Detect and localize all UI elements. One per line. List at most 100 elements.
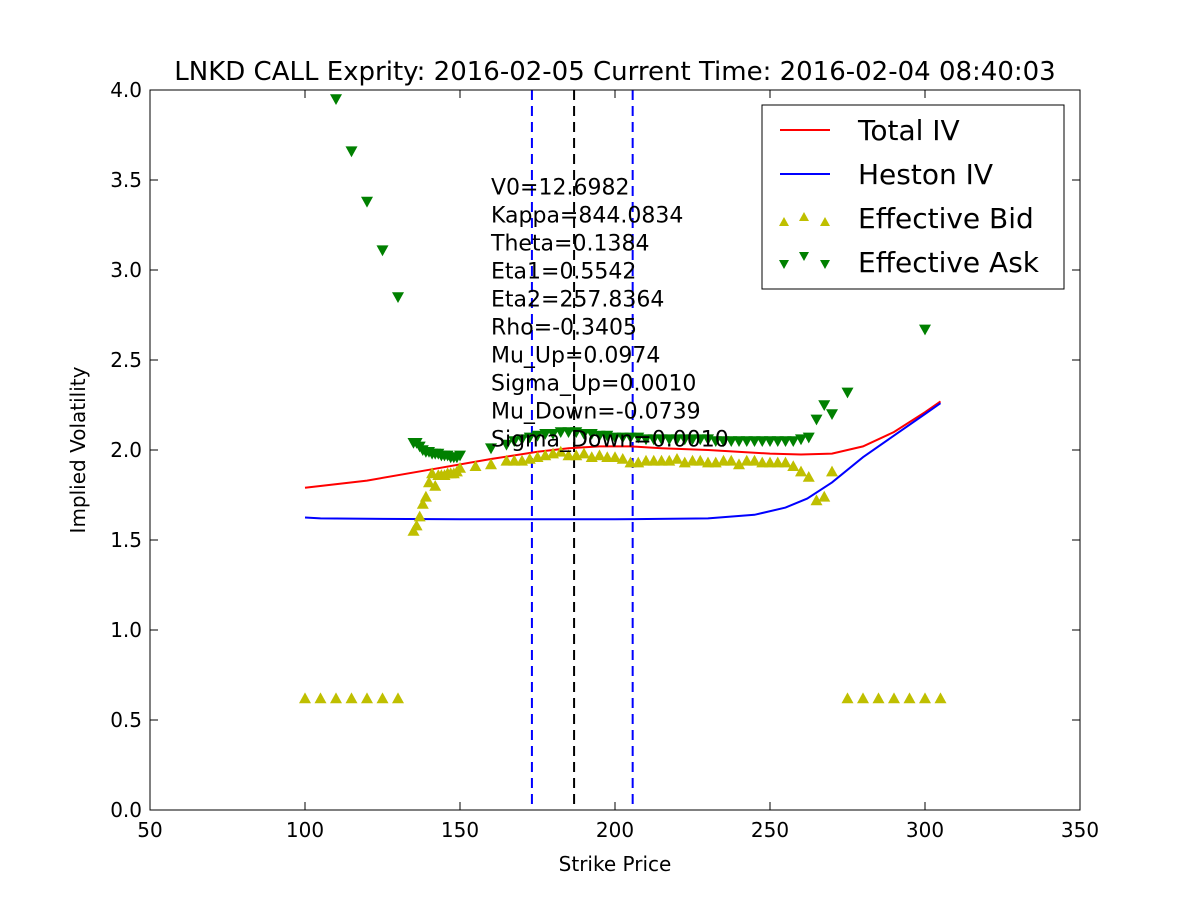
effective-bid-point <box>299 692 311 704</box>
effective-ask-point <box>516 434 528 446</box>
effective-ask-point <box>640 434 652 446</box>
effective-bid-point <box>609 451 621 462</box>
effective-ask-point <box>376 245 389 257</box>
effective-bid-point <box>469 460 482 471</box>
total-iv-line <box>304 400 942 489</box>
effective-bid-point <box>562 449 575 461</box>
effective-bid-point <box>500 454 513 466</box>
effective-ask-point <box>539 429 552 440</box>
effective-bid-point <box>903 692 916 704</box>
effective-bid-point <box>314 692 327 704</box>
effective-bid-point <box>725 454 738 466</box>
y-tick-label: 2.0 <box>110 438 142 462</box>
effective-ask-point <box>694 434 707 446</box>
effective-bid-point <box>413 510 426 522</box>
y-axis-label: Implied Volatility <box>66 366 90 533</box>
effective-ask-point <box>578 429 590 440</box>
x-tick-label: 50 <box>137 818 162 842</box>
effective-bid-point <box>888 692 900 704</box>
effective-bid-point <box>779 456 792 468</box>
effective-ask-point <box>663 434 676 446</box>
y-tick-label: 0.0 <box>110 798 142 822</box>
annotation-line: Eta1=0.5542 <box>491 259 636 284</box>
x-tick-label: 250 <box>751 818 789 842</box>
effective-bid-point <box>764 456 776 468</box>
effective-bid-point <box>826 465 838 477</box>
effective-bid-point <box>485 458 497 470</box>
annotation-line: Kappa=844.0834 <box>491 203 683 228</box>
effective-bid-point <box>655 454 668 466</box>
effective-ask-point <box>593 430 606 442</box>
effective-bid-point <box>578 447 590 459</box>
effective-bid-point <box>593 449 606 461</box>
x-axis-label: Strike Price <box>559 852 672 876</box>
effective-bid-point <box>416 498 429 509</box>
effective-ask-point <box>764 436 776 447</box>
effective-ask-point <box>547 429 559 440</box>
y-tick-label: 3.5 <box>110 168 142 192</box>
effective-bid-point <box>671 453 683 464</box>
effective-ask-point <box>802 432 815 444</box>
effective-ask-point <box>330 94 342 105</box>
legend-effective-ask-marker <box>820 260 830 269</box>
effective-bid-point <box>934 692 947 704</box>
effective-ask-point <box>609 432 621 444</box>
effective-bid-point <box>423 476 435 488</box>
effective-ask-point <box>508 436 521 447</box>
effective-bid-point <box>802 471 815 482</box>
effective-ask-point <box>485 443 497 455</box>
effective-bid-point <box>330 692 342 704</box>
x-tick-label: 100 <box>286 818 324 842</box>
heston-iv-line <box>304 402 942 521</box>
effective-bid-point <box>429 480 442 491</box>
effective-bid-point <box>376 692 389 704</box>
effective-ask-point <box>756 436 769 447</box>
effective-bid-point <box>787 460 800 471</box>
annotation-line: Mu_Down=-0.0739 <box>491 399 701 424</box>
effective-ask-point <box>554 427 567 438</box>
effective-bid-point <box>857 692 869 704</box>
effective-bid-point <box>872 692 885 704</box>
effective-ask-point <box>740 436 753 447</box>
legend-effective-bid-label: Effective Bid <box>858 202 1034 235</box>
legend-effective-bid-marker <box>820 217 830 226</box>
effective-ask-point <box>392 292 404 303</box>
effective-ask-point <box>562 427 575 438</box>
effective-ask-point <box>678 434 691 446</box>
effective-ask-point <box>771 436 784 447</box>
legend-box <box>761 104 1065 290</box>
effective-bid-point <box>392 692 404 704</box>
effective-ask-point <box>810 414 823 426</box>
effective-bid-point <box>616 453 629 464</box>
effective-ask-point <box>826 409 838 420</box>
annotation-line: Eta2=257.8364 <box>491 287 664 312</box>
effective-ask-point <box>818 400 831 411</box>
effective-ask-point <box>345 146 358 158</box>
effective-ask-point <box>671 434 683 446</box>
chart-title: LNKD CALL Exprity: 2016-02-05 Current Ti… <box>174 57 1055 87</box>
parameter-annotation: V0=12.6982 Kappa=844.0834 Theta=0.1384 Eta1… <box>490 175 729 452</box>
effective-bid-point <box>554 445 567 457</box>
effective-bid-point <box>748 454 761 466</box>
effective-ask-point <box>500 439 513 451</box>
effective-bid-point <box>733 458 745 470</box>
effective-ask-point <box>531 430 544 442</box>
effective-bid-point <box>795 465 807 477</box>
y-tick-label: 0.5 <box>110 708 142 732</box>
effective-bid-point <box>647 454 660 466</box>
effective-bid-point <box>601 451 614 462</box>
effective-ask-point <box>779 436 792 447</box>
effective-ask-point <box>454 450 466 462</box>
x-tick-label: 200 <box>596 818 634 842</box>
x-tick-label: 350 <box>1061 818 1099 842</box>
plot-area <box>299 90 947 810</box>
legend-effective-bid-marker <box>779 217 789 226</box>
effective-bid-point <box>345 692 358 704</box>
annotation-line: V0=12.6982 <box>491 175 629 200</box>
effective-bid-point <box>419 490 432 502</box>
effective-ask-point <box>841 387 854 399</box>
legend: Total IV Heston IV Effective Bid Effective … <box>761 104 1065 290</box>
legend-effective-ask-marker <box>779 260 789 269</box>
effective-ask-point <box>523 432 536 444</box>
effective-ask-point <box>919 324 931 336</box>
